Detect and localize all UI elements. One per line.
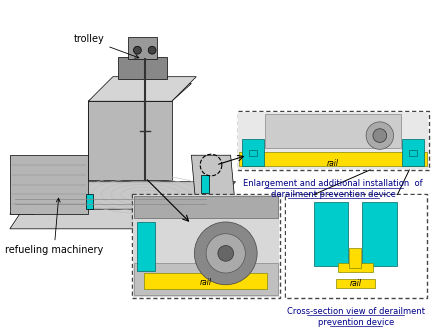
Circle shape [148, 46, 156, 54]
Bar [285, 194, 427, 298]
Bar [265, 114, 401, 148]
Text: refueling machinery: refueling machinery [5, 198, 103, 256]
Bar [137, 222, 155, 271]
Polygon shape [10, 199, 226, 229]
Polygon shape [10, 194, 54, 214]
Bar [238, 111, 429, 170]
Bar [349, 248, 361, 268]
Polygon shape [88, 84, 113, 180]
Polygon shape [88, 101, 172, 180]
Bar [238, 112, 428, 169]
Text: derailment prevention device: derailment prevention device [271, 190, 396, 199]
Bar [285, 195, 426, 297]
Polygon shape [88, 77, 196, 101]
Text: rail: rail [200, 278, 212, 287]
Polygon shape [88, 84, 191, 101]
Circle shape [218, 245, 234, 261]
Polygon shape [191, 155, 236, 209]
Text: Cross-section view of derailment: Cross-section view of derailment [287, 307, 425, 316]
Bar [362, 202, 396, 266]
Bar [402, 139, 424, 166]
Circle shape [206, 234, 246, 273]
Bar [134, 195, 279, 297]
Polygon shape [10, 155, 88, 214]
Bar [201, 175, 209, 192]
Bar [314, 202, 349, 266]
Bar [337, 263, 373, 272]
Circle shape [373, 129, 387, 143]
Text: rail: rail [327, 159, 339, 168]
Bar [87, 194, 93, 209]
Polygon shape [172, 194, 221, 214]
Bar [144, 273, 267, 289]
Bar [132, 194, 280, 298]
Bar [249, 150, 257, 156]
Text: trolley: trolley [74, 34, 139, 58]
Bar [239, 152, 427, 166]
Circle shape [194, 222, 257, 285]
Text: Enlargement and additional installation  of: Enlargement and additional installation … [243, 179, 423, 188]
Bar [336, 279, 375, 288]
Text: prevention device: prevention device [317, 318, 394, 327]
Text: rail: rail [349, 279, 361, 288]
Bar [135, 263, 278, 295]
Bar [135, 196, 278, 218]
Polygon shape [20, 182, 236, 209]
Circle shape [366, 122, 393, 149]
Bar [118, 57, 167, 79]
Bar [127, 37, 157, 59]
Circle shape [134, 46, 141, 54]
Bar [242, 139, 264, 166]
Bar [409, 150, 417, 156]
